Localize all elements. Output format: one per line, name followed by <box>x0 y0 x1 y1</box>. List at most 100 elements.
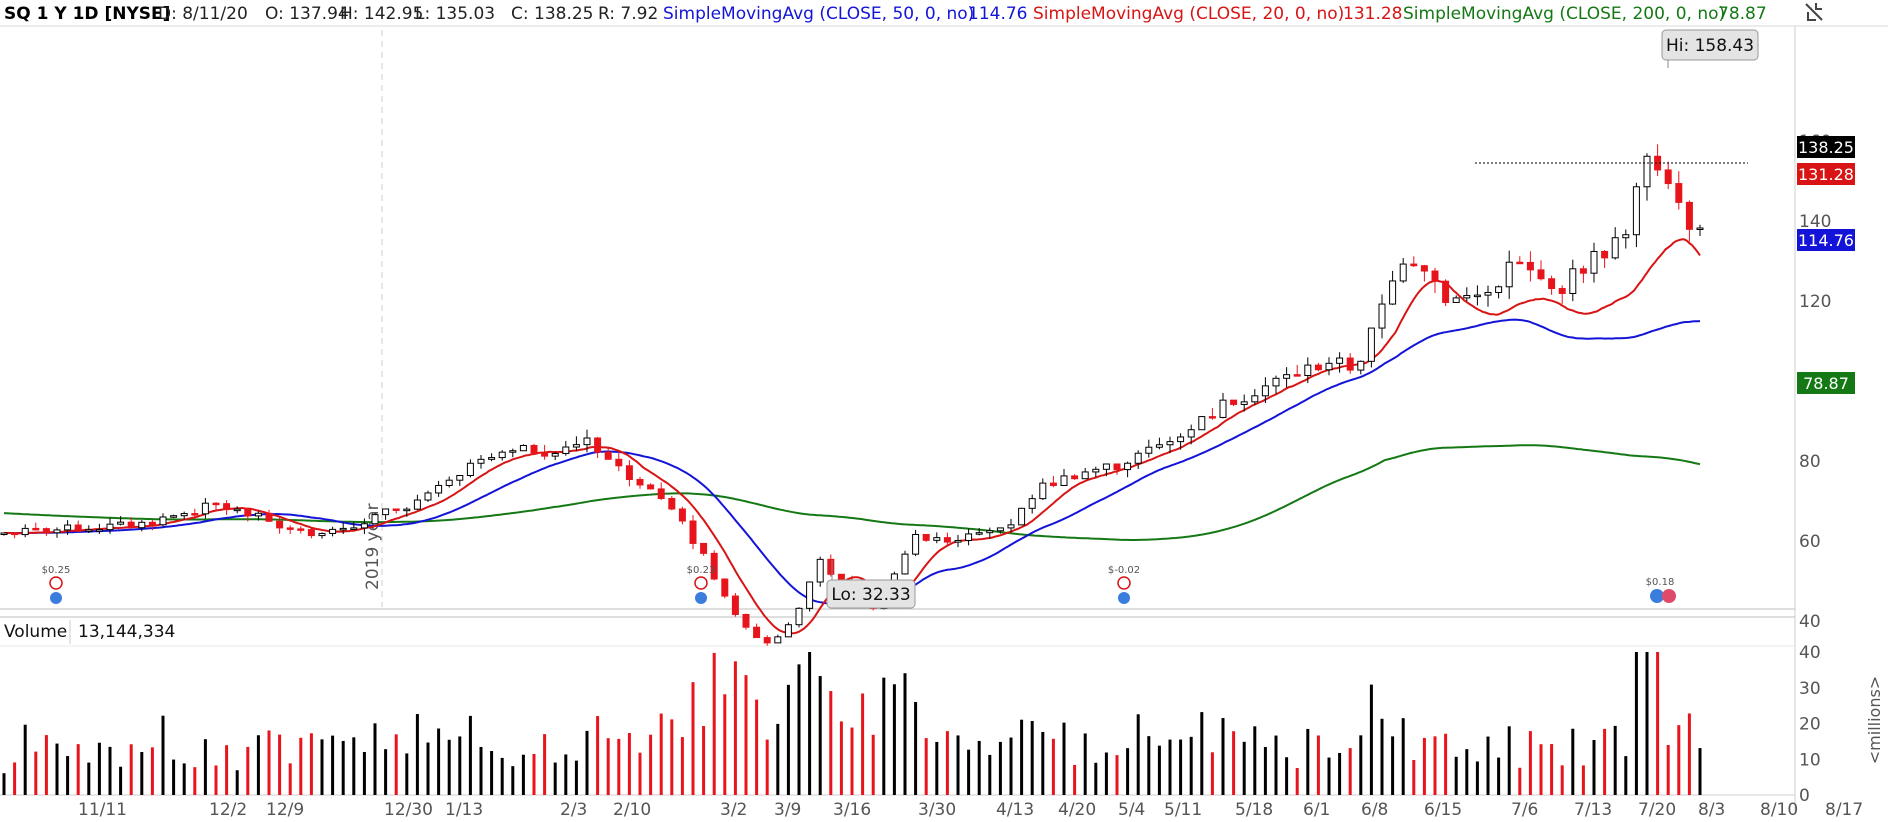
volume-bar <box>225 745 229 795</box>
candle <box>816 556 824 587</box>
volume-bar <box>861 693 865 795</box>
date-tick-label: 11/11 <box>78 800 127 820</box>
volume-bar <box>1168 739 1172 795</box>
volume-bar <box>1348 748 1352 795</box>
candle <box>445 476 453 488</box>
sma50-tag: 114.76 <box>1797 229 1855 251</box>
volume-bar <box>426 742 430 795</box>
candle <box>996 527 1004 534</box>
volume-bar <box>882 677 886 795</box>
volume-bar <box>1295 768 1299 795</box>
candle <box>1060 468 1068 486</box>
sma20-label[interactable]: SimpleMovingAvg (CLOSE, 20, 0, no) <box>1033 4 1344 24</box>
earnings-icon <box>1662 589 1676 603</box>
volume-bar <box>988 754 992 795</box>
volume-bar <box>1677 725 1681 795</box>
candle <box>1124 461 1132 478</box>
volume-bar <box>1147 736 1151 795</box>
candle <box>42 527 50 536</box>
volume-bar <box>437 728 441 795</box>
volume-bar <box>1592 740 1596 795</box>
volume-bar <box>1094 762 1098 795</box>
volume-bar <box>829 691 833 795</box>
volume-bar <box>288 763 292 795</box>
candle <box>138 520 146 532</box>
volume-bar <box>617 738 621 795</box>
candle <box>1208 408 1216 420</box>
volume-bar <box>1200 712 1204 795</box>
date-tick-label: 5/4 <box>1118 800 1145 820</box>
candle <box>106 517 114 534</box>
candle <box>244 507 252 522</box>
candle <box>223 500 231 515</box>
volume-bar <box>214 765 218 795</box>
sma50-label[interactable]: SimpleMovingAvg (CLOSE, 50, 0, no) <box>663 4 974 24</box>
sma200-label[interactable]: SimpleMovingAvg (CLOSE, 200, 0, no) <box>1403 4 1725 24</box>
candle <box>1420 264 1428 282</box>
price-tick-label: 80 <box>1799 452 1821 472</box>
volume-bar <box>1698 748 1702 795</box>
volume-bar <box>1634 652 1638 795</box>
dividend-marker[interactable]: $0.18 <box>1646 577 1676 603</box>
volume-bar <box>1613 725 1617 795</box>
candle <box>1049 475 1057 488</box>
volume-bar <box>1359 735 1363 795</box>
volume-bar <box>1041 731 1045 795</box>
candle <box>933 532 941 544</box>
volume-bar <box>129 744 133 795</box>
last-price-tag: 138.25 <box>1797 136 1855 158</box>
volume-bar <box>479 746 483 795</box>
date-tick-label: 6/8 <box>1361 800 1388 820</box>
candle <box>1261 377 1269 403</box>
volume-bar <box>1126 748 1130 795</box>
volume-bar <box>1422 737 1426 795</box>
volume-bar <box>1009 737 1013 795</box>
volume-bar <box>1454 756 1458 795</box>
volume-bar <box>998 741 1002 795</box>
volume-bar <box>1189 736 1193 795</box>
candle <box>1601 250 1609 268</box>
volume-bar <box>1210 752 1214 795</box>
candle <box>901 550 909 575</box>
volume-tick-label: 40 <box>1799 643 1821 663</box>
range-label: R: 7.92 <box>598 4 658 24</box>
volume-bar <box>87 762 91 795</box>
volume-bar <box>1518 767 1522 795</box>
sma200-tag: 78.87 <box>1797 372 1855 394</box>
candle <box>21 524 29 538</box>
candle <box>1230 399 1238 407</box>
volume-bar <box>892 684 896 795</box>
dividend-marker[interactable]: $0.25 <box>42 565 71 604</box>
volume-bar <box>150 747 154 795</box>
date-tick-label: 4/20 <box>1058 800 1096 820</box>
dividend-markers: $0.25 $0.23 $-0.02 $0.18 <box>42 565 1676 604</box>
candle <box>307 527 315 539</box>
volume-axis: 0 10 20 30 40 <box>1799 643 1821 806</box>
candle <box>1526 251 1534 282</box>
candle <box>1442 279 1450 307</box>
collapse-icon[interactable] <box>1805 3 1823 21</box>
volume-bar <box>1412 760 1416 795</box>
candle <box>742 613 750 630</box>
symbol-label[interactable]: SQ 1 Y 1D [NYSE] <box>4 4 170 24</box>
candle <box>170 514 178 518</box>
date-tick-label: 3/2 <box>720 800 747 820</box>
dividend-marker[interactable]: $-0.02 <box>1108 565 1140 604</box>
volume-bar <box>670 719 674 795</box>
candle <box>551 452 559 460</box>
svg-text:$0.25: $0.25 <box>42 565 71 576</box>
volume-bar <box>119 766 123 795</box>
dividend-marker[interactable]: $0.23 <box>687 565 716 604</box>
price-tick-label: 140 <box>1799 212 1831 232</box>
volume-bar <box>458 736 462 795</box>
candle <box>1272 375 1280 394</box>
volume-bar <box>1083 733 1087 795</box>
dividend-icon <box>1118 592 1130 604</box>
volume-bar <box>1179 739 1183 795</box>
candle <box>583 429 591 453</box>
candle <box>254 511 262 521</box>
high-callout-text: Hi: 158.43 <box>1666 36 1754 56</box>
volume-bar <box>574 760 578 795</box>
sma20-value: 131.28 <box>1343 4 1402 24</box>
volume-bar <box>1306 728 1310 795</box>
